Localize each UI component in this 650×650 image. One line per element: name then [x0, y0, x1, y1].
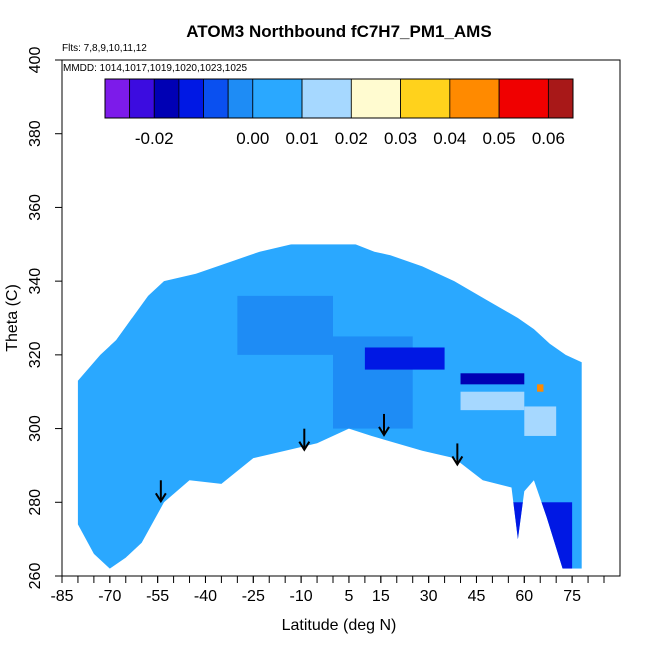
- colorbar-frame: [104, 78, 574, 119]
- colorbar-bin-5: [227, 78, 254, 119]
- colorbar-bin-9: [400, 78, 451, 119]
- x-tick-label: 60: [515, 588, 533, 605]
- y-tick-label: 360: [27, 194, 44, 221]
- colorbar-bin-11: [498, 78, 549, 119]
- data-patch-5: [364, 347, 445, 370]
- y-axis-label: Theta (C): [4, 284, 21, 352]
- colorbar-tick-label: 0.04: [433, 129, 466, 148]
- colorbar-tick-label: 0.02: [335, 129, 368, 148]
- x-tick-label: 45: [468, 588, 486, 605]
- colorbar-tick-label: 0.00: [236, 129, 269, 148]
- colorbar-bin-4: [203, 78, 229, 119]
- colorbar-tick-label: 0.05: [483, 129, 516, 148]
- x-tick-label: 75: [563, 588, 581, 605]
- data-patch-10: [537, 384, 544, 392]
- colorbar-bin-12: [547, 78, 574, 119]
- y-tick-label: 400: [27, 47, 44, 74]
- colorbar-tick-label: 0.03: [384, 129, 417, 148]
- tropopause-arrow-0: [154, 480, 167, 504]
- x-tick-label: -40: [194, 588, 217, 605]
- x-axis-label: Latitude (deg N): [282, 617, 397, 634]
- x-tick-label: -55: [146, 588, 169, 605]
- data-patch-3: [237, 295, 333, 355]
- data-patch-9: [524, 406, 557, 436]
- y-tick-label: 380: [27, 120, 44, 147]
- colorbar-tick-label: -0.02: [135, 129, 174, 148]
- x-tick-label: -10: [290, 588, 313, 605]
- data-patch-7: [460, 391, 525, 411]
- tropopause-arrow-1: [298, 428, 311, 452]
- colorbar-tick-label: 0.01: [286, 129, 319, 148]
- colorbar-bin-2: [153, 78, 180, 119]
- colorbar-bin-7: [301, 78, 352, 119]
- x-tick-label: 5: [344, 588, 353, 605]
- plot-frame: [61, 59, 621, 577]
- x-tick-label: -85: [50, 588, 73, 605]
- colorbar-tick-label: 0.06: [532, 129, 565, 148]
- tropopause-arrow-2: [378, 413, 390, 437]
- flights-subtitle: Flts: 7,8,9,10,11,12: [62, 43, 147, 54]
- chart-title: ATOM3 Northbound fC7H7_PM1_AMS: [186, 22, 491, 41]
- x-tick-label: -25: [242, 588, 265, 605]
- colorbar-bin-10: [449, 78, 500, 119]
- data-patch-1: [109, 318, 174, 429]
- colorbar-bin-6: [252, 78, 303, 119]
- x-tick-label: -70: [98, 588, 121, 605]
- y-tick-label: 280: [27, 489, 44, 516]
- colorbar: -0.02 0.00 0.01 0.02 0.03 0.04 0.05 0.06: [104, 78, 574, 148]
- x-tick-label: 30: [420, 588, 438, 605]
- colorbar-bin-1: [129, 78, 155, 119]
- tropopause-arrow-3: [451, 443, 464, 467]
- y-tick-label: 260: [27, 563, 44, 590]
- colorbar-bin-8: [350, 78, 401, 119]
- data-patch-6: [460, 373, 525, 385]
- colorbar-bin-3: [178, 78, 204, 119]
- y-tick-label: 340: [27, 268, 44, 295]
- data-patch-8: [508, 502, 573, 569]
- x-tick-label: 15: [372, 588, 390, 605]
- y-tick-label: 300: [27, 415, 44, 442]
- dates-subtitle: MMDD: 1014,1017,1019,1020,1023,1025: [63, 63, 247, 74]
- y-tick-label: 320: [27, 341, 44, 368]
- colorbar-bin-0: [104, 78, 131, 119]
